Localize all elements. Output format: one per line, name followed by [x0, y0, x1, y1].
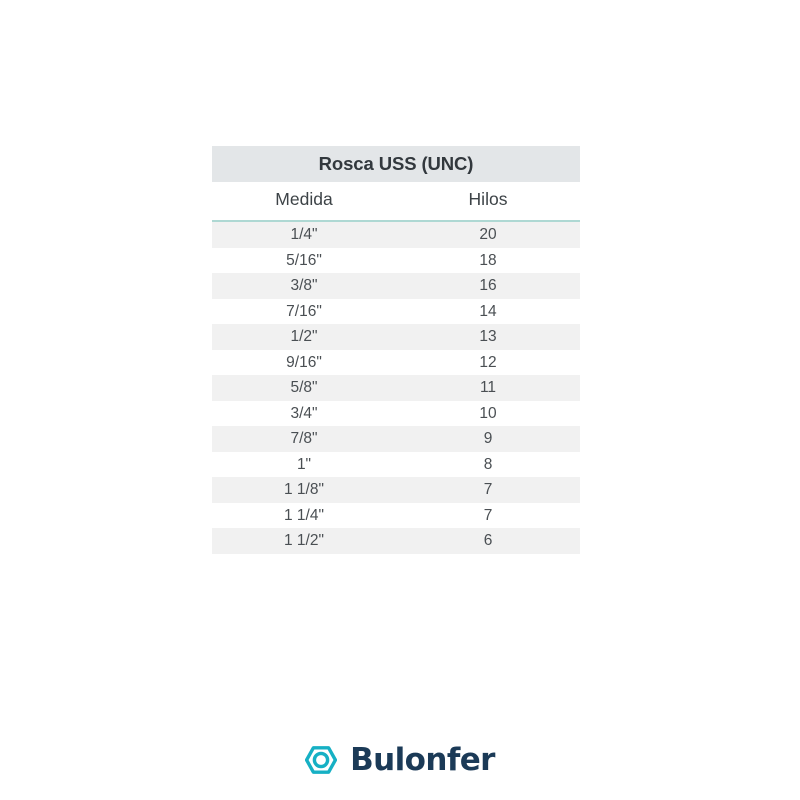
- cell-medida: 7/16": [212, 298, 396, 324]
- table-title-row: Rosca USS (UNC): [212, 146, 580, 182]
- table-row: 1/4" 20: [212, 221, 580, 248]
- column-header-hilos: Hilos: [396, 182, 580, 222]
- cell-hilos: 11: [396, 375, 580, 401]
- hex-nut-icon: [305, 744, 338, 776]
- cell-medida: 5/8": [212, 375, 396, 401]
- cell-hilos: 16: [396, 273, 580, 299]
- cell-hilos: 20: [396, 221, 580, 248]
- cell-hilos: 9: [396, 426, 580, 452]
- cell-medida: 1/2": [212, 324, 396, 350]
- table-column-header-row: Medida Hilos: [212, 182, 580, 222]
- cell-medida: 1 1/4": [212, 502, 396, 528]
- table-row: 1 1/8" 7: [212, 477, 580, 503]
- cell-medida: 3/4": [212, 400, 396, 426]
- cell-hilos: 18: [396, 247, 580, 273]
- cell-hilos: 7: [396, 477, 580, 503]
- table-row: 1" 8: [212, 451, 580, 477]
- cell-hilos: 10: [396, 400, 580, 426]
- table-row: 7/8" 9: [212, 426, 580, 452]
- table-row: 5/8" 11: [212, 375, 580, 401]
- thread-spec-table: Rosca USS (UNC) Medida Hilos 1/4" 20 5/16"…: [212, 146, 580, 554]
- cell-medida: 1/4": [212, 221, 396, 248]
- cell-medida: 9/16": [212, 349, 396, 375]
- table-row: 3/4" 10: [212, 400, 580, 426]
- brand-name: Bulonfer: [350, 742, 495, 778]
- table-row: 1/2" 13: [212, 324, 580, 350]
- cell-hilos: 14: [396, 298, 580, 324]
- table-row: 5/16" 18: [212, 247, 580, 273]
- cell-hilos: 7: [396, 502, 580, 528]
- column-header-medida: Medida: [212, 182, 396, 222]
- cell-medida: 5/16": [212, 247, 396, 273]
- table-body: 1/4" 20 5/16" 18 3/8" 16 7/16" 14 1/2" 13 9/16" 12 5…: [212, 221, 580, 554]
- table-row: 1 1/2" 6: [212, 528, 580, 554]
- brand-logo: Bulonfer: [0, 744, 800, 776]
- table-row: 7/16" 14: [212, 298, 580, 324]
- table-row: 1 1/4" 7: [212, 502, 580, 528]
- cell-hilos: 8: [396, 451, 580, 477]
- spec-table-container: Rosca USS (UNC) Medida Hilos 1/4" 20 5/16"…: [212, 146, 580, 554]
- table-head: Rosca USS (UNC) Medida Hilos: [212, 146, 580, 222]
- table-title: Rosca USS (UNC): [212, 146, 580, 182]
- cell-medida: 1 1/8": [212, 477, 396, 503]
- cell-hilos: 13: [396, 324, 580, 350]
- cell-medida: 7/8": [212, 426, 396, 452]
- cell-hilos: 6: [396, 528, 580, 554]
- table-row: 3/8" 16: [212, 273, 580, 299]
- table-row: 9/16" 12: [212, 349, 580, 375]
- cell-hilos: 12: [396, 349, 580, 375]
- cell-medida: 1": [212, 451, 396, 477]
- cell-medida: 1 1/2": [212, 528, 396, 554]
- cell-medida: 3/8": [212, 273, 396, 299]
